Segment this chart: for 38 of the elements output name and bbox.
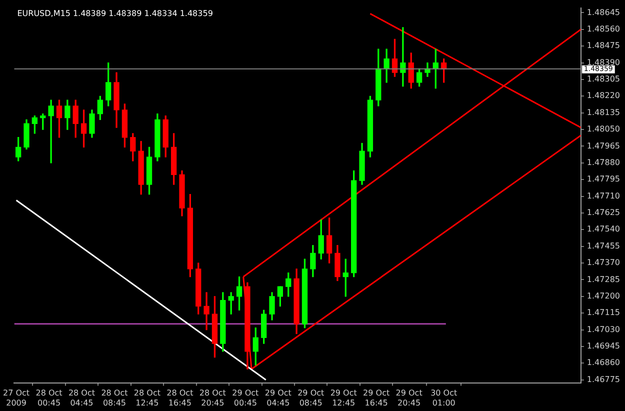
y-tick-label: 1.47880 xyxy=(586,158,620,167)
x-tick-label: 28 Oct 08:45 xyxy=(101,388,128,408)
y-tick-label: 1.47540 xyxy=(586,224,620,234)
y-tick-label: 1.48050 xyxy=(586,124,620,134)
y-tick-label: 1.47455 xyxy=(586,241,620,250)
y-tick-label: 1.48220 xyxy=(586,91,620,100)
y-tick-label: 1.47285 xyxy=(586,274,620,284)
x-tick-label: 29 Oct 20:45 xyxy=(396,388,422,408)
x-tick-label: 29 Oct 12:45 xyxy=(330,388,357,408)
x-tick-label: 29 Oct 00:45 xyxy=(232,388,259,408)
x-tick-label: 28 Oct 16:45 xyxy=(166,388,194,408)
y-tick-label: 1.47030 xyxy=(586,324,620,334)
y-tick-label: 1.48475 xyxy=(586,41,620,50)
y-tick-label: 1.46860 xyxy=(586,358,620,368)
x-tick-label: 28 Oct 12:45 xyxy=(134,388,160,408)
y-tick-label: 1.47115 xyxy=(586,308,620,318)
x-tick-label: 28 Oct 00:45 xyxy=(36,388,62,408)
x-tick-label: 29 Oct 04:45 xyxy=(264,388,292,408)
x-tick-label: 29 Oct 08:45 xyxy=(298,388,324,408)
chart-title: EURUSD,M15 1.48389 1.48389 1.48334 1.48359 xyxy=(17,8,213,18)
y-tick-label: 1.47625 xyxy=(586,208,620,218)
y-tick-label: 1.46775 xyxy=(586,374,620,384)
x-tick-label: 29 Oct 16:45 xyxy=(363,388,390,408)
y-tick-label: 1.47795 xyxy=(586,174,620,184)
y-tick-label: 1.46945 xyxy=(586,342,620,351)
y-tick-label: 1.47710 xyxy=(586,191,620,200)
x-tick-label: 28 Oct 20:45 xyxy=(199,388,226,408)
x-tick-label: 27 Oct 2009 xyxy=(2,388,30,408)
y-tick-label: 1.48135 xyxy=(586,108,620,117)
y-tick-label: 1.48390 xyxy=(586,58,620,67)
y-tick-label: 1.48560 xyxy=(586,24,620,34)
y-tick-label: 1.48305 xyxy=(586,74,620,84)
x-tick-label: 28 Oct 04:45 xyxy=(68,388,96,408)
y-tick-label: 1.47370 xyxy=(586,258,620,268)
y-tick-label: 1.47965 xyxy=(586,141,620,150)
x-tick-label: 30 Oct 01:00 xyxy=(430,388,458,408)
y-tick-label: 1.48645 xyxy=(586,8,620,17)
y-tick-label: 1.47200 xyxy=(586,291,620,300)
